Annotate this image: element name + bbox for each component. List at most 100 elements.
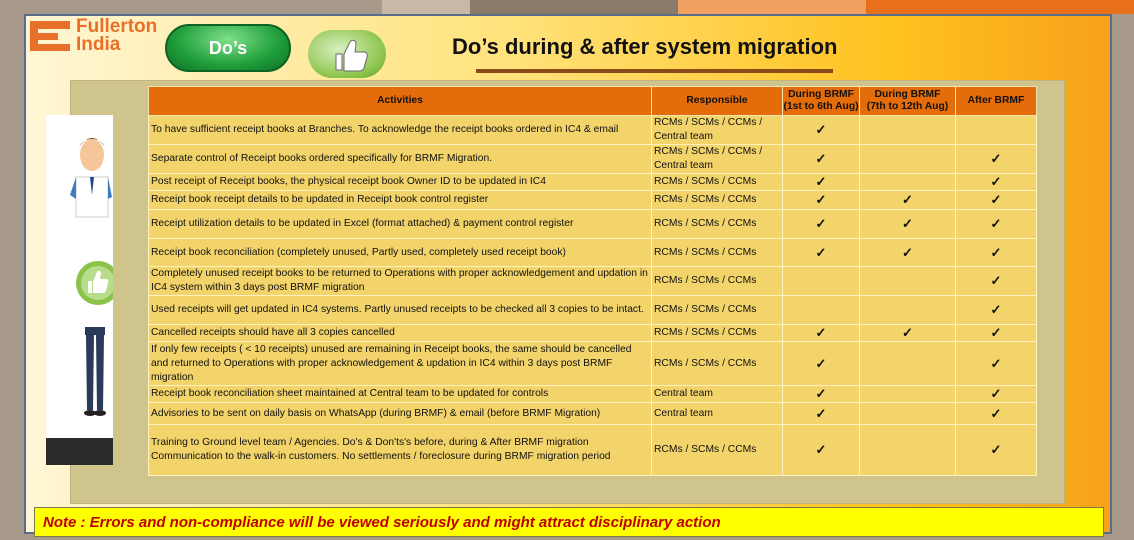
table-row: Advisories to be sent on daily basis on …: [148, 402, 1037, 425]
empty-cell: [782, 266, 860, 296]
checkmark-icon: ✓: [859, 209, 956, 239]
checkmark-icon: ✓: [955, 238, 1037, 267]
activity-cell: Receipt book reconciliation (completely …: [148, 238, 652, 267]
responsible-cell: Central team: [651, 385, 783, 403]
responsible-cell: RCMs / SCMs / CCMs: [651, 173, 783, 191]
responsible-cell: RCMs / SCMs / CCMs: [651, 341, 783, 386]
checkmark-icon: ✓: [955, 295, 1037, 325]
brand-name-line2: India: [76, 34, 121, 55]
activity-cell: Cancelled receipts should have all 3 cop…: [148, 324, 652, 342]
checkmark-icon: ✓: [955, 341, 1037, 386]
table-row: Receipt book receipt details to be updat…: [148, 190, 1037, 210]
table-row: Post receipt of Receipt books, the physi…: [148, 173, 1037, 191]
checkmark-icon: ✓: [782, 341, 860, 386]
fullerton-logo: Fullerton India: [30, 16, 158, 55]
responsible-cell: RCMs / SCMs / CCMs: [651, 424, 783, 476]
empty-cell: [859, 115, 956, 145]
thumbs-up-icon: [308, 30, 386, 78]
responsible-cell: RCMs / SCMs / CCMs: [651, 295, 783, 325]
responsible-cell: RCMs / SCMs / CCMs: [651, 238, 783, 267]
responsible-cell: RCMs / SCMs / CCMs / Central team: [651, 115, 783, 145]
table-row: Receipt book reconciliation (completely …: [148, 238, 1037, 267]
empty-cell: [955, 115, 1037, 145]
checkmark-icon: ✓: [955, 190, 1037, 210]
checkmark-icon: ✓: [782, 385, 860, 403]
activity-cell: If only few receipts ( < 10 receipts) un…: [148, 341, 652, 386]
table-row: Receipt utilization details to be update…: [148, 209, 1037, 239]
page-title: Do’s during & after system migration: [452, 34, 838, 59]
activity-cell: Receipt utilization details to be update…: [148, 209, 652, 239]
activity-cell: Used receipts will get updated in IC4 sy…: [148, 295, 652, 325]
checkmark-icon: ✓: [782, 190, 860, 210]
table-header-row: Activities Responsible During BRMF (1st …: [148, 86, 1037, 116]
checkmark-icon: ✓: [859, 238, 956, 267]
activity-cell: Advisories to be sent on daily basis on …: [148, 402, 652, 425]
table-row: Receipt book reconciliation sheet mainta…: [148, 385, 1037, 403]
responsible-cell: RCMs / SCMs / CCMs: [651, 324, 783, 342]
illustration-panel: [46, 115, 120, 465]
table-row: Completely unused receipt books to be re…: [148, 266, 1037, 296]
illustration-footer: [46, 438, 113, 465]
checkmark-icon: ✓: [782, 402, 860, 425]
table-row: Separate control of Receipt books ordere…: [148, 144, 1037, 174]
responsible-cell: RCMs / SCMs / CCMs: [651, 190, 783, 210]
table-row: Training to Ground level team / Agencies…: [148, 424, 1037, 476]
empty-cell: [859, 402, 956, 425]
checkmark-icon: ✓: [955, 266, 1037, 296]
header-after-brmf: After BRMF: [955, 86, 1037, 116]
top-strip-4: [678, 0, 866, 14]
compliance-note: Note : Errors and non-compliance will be…: [34, 507, 1104, 537]
dos-badge: Do’s: [165, 24, 291, 72]
table-row: To have sufficient receipt books at Bran…: [148, 115, 1037, 145]
empty-cell: [859, 424, 956, 476]
empty-cell: [859, 385, 956, 403]
activity-cell: Separate control of Receipt books ordere…: [148, 144, 652, 174]
activity-cell: Completely unused receipt books to be re…: [148, 266, 652, 296]
top-strip-2: [382, 0, 470, 14]
checkmark-icon: ✓: [782, 173, 860, 191]
top-strip-5: [866, 0, 1134, 14]
checkmark-icon: ✓: [782, 144, 860, 174]
header-during-brmf-2: During BRMF (7th to 12th Aug): [859, 86, 956, 116]
empty-cell: [782, 295, 860, 325]
activity-cell: Receipt book receipt details to be updat…: [148, 190, 652, 210]
top-strip-1: [0, 0, 382, 14]
checkmark-icon: ✓: [859, 324, 956, 342]
title-underline: [476, 69, 833, 73]
checkmark-icon: ✓: [782, 324, 860, 342]
header-during-brmf-1: During BRMF (1st to 6th Aug): [782, 86, 860, 116]
checkmark-icon: ✓: [955, 173, 1037, 191]
responsible-cell: RCMs / SCMs / CCMs: [651, 266, 783, 296]
top-strip-3: [470, 0, 678, 14]
activities-table: Activities Responsible During BRMF (1st …: [148, 86, 1037, 476]
activity-cell: Receipt book reconciliation sheet mainta…: [148, 385, 652, 403]
empty-cell: [859, 341, 956, 386]
checkmark-icon: ✓: [955, 144, 1037, 174]
activity-cell: Training to Ground level team / Agencies…: [148, 424, 652, 476]
brand-name-line1: Fullerton: [76, 16, 158, 37]
responsible-cell: Central team: [651, 402, 783, 425]
checkmark-icon: ✓: [955, 424, 1037, 476]
empty-cell: [859, 266, 956, 296]
checkmark-icon: ✓: [955, 324, 1037, 342]
checkmark-icon: ✓: [859, 190, 956, 210]
table-row: Used receipts will get updated in IC4 sy…: [148, 295, 1037, 325]
logo-mark-icon: [30, 19, 70, 53]
activity-cell: Post receipt of Receipt books, the physi…: [148, 173, 652, 191]
checkmark-icon: ✓: [782, 115, 860, 145]
checkmark-icon: ✓: [955, 209, 1037, 239]
checkmark-icon: ✓: [782, 209, 860, 239]
empty-cell: [859, 295, 956, 325]
checkmark-icon: ✓: [782, 238, 860, 267]
checkmark-icon: ✓: [955, 385, 1037, 403]
empty-cell: [859, 144, 956, 174]
responsible-cell: RCMs / SCMs / CCMs: [651, 209, 783, 239]
activity-cell: To have sufficient receipt books at Bran…: [148, 115, 652, 145]
table-row: If only few receipts ( < 10 receipts) un…: [148, 341, 1037, 386]
checkmark-icon: ✓: [955, 402, 1037, 425]
checkmark-icon: ✓: [782, 424, 860, 476]
responsible-cell: RCMs / SCMs / CCMs / Central team: [651, 144, 783, 174]
header-activities: Activities: [148, 86, 652, 116]
header-responsible: Responsible: [651, 86, 783, 116]
empty-cell: [859, 173, 956, 191]
